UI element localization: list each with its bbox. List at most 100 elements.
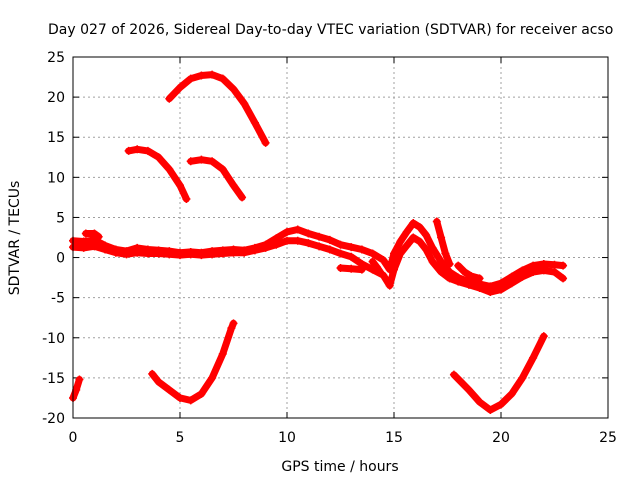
data-point (486, 405, 495, 414)
data-point (208, 157, 217, 166)
x-tick-label: 15 (385, 430, 403, 446)
data-point (396, 249, 405, 258)
data-point (497, 400, 505, 409)
data-point (325, 235, 334, 244)
data-point (445, 259, 454, 268)
data-point (143, 146, 152, 155)
data-point (409, 233, 418, 242)
y-tick-label: 0 (56, 251, 65, 267)
data-point (347, 264, 356, 273)
y-tick-label: -15 (42, 371, 65, 387)
data-point (122, 250, 131, 259)
data-point (437, 267, 446, 276)
series-arc-low-left (148, 319, 237, 404)
data-point (475, 274, 484, 283)
data-point (197, 251, 206, 260)
data-point (227, 324, 236, 333)
data-point (240, 248, 249, 257)
data-point (529, 353, 538, 362)
y-tick-label: 25 (47, 50, 65, 66)
data-point (176, 393, 184, 402)
data-point (90, 229, 99, 238)
data-point (432, 217, 441, 226)
data-point (75, 375, 84, 384)
data-point (229, 248, 238, 257)
data-point (539, 332, 548, 341)
data-point (347, 243, 356, 252)
data-point (437, 257, 446, 266)
data-point (165, 385, 174, 394)
data-point (518, 373, 527, 382)
data-point (72, 385, 81, 394)
data-point (133, 145, 142, 154)
data-point (357, 245, 366, 254)
data-point (182, 194, 191, 203)
data-point (133, 248, 142, 257)
data-point (218, 349, 227, 358)
y-tick-label: -20 (42, 411, 65, 427)
x-tick-label: 20 (492, 430, 510, 446)
data-point (454, 261, 463, 270)
data-point (293, 236, 302, 245)
data-point (165, 94, 174, 103)
data-point (240, 99, 249, 108)
y-tick-label: 5 (56, 210, 65, 226)
data-point (81, 229, 90, 238)
data-point (250, 118, 259, 127)
data-point (229, 319, 238, 328)
data-point (464, 385, 473, 394)
data-point (208, 70, 217, 79)
x-tick-label: 10 (278, 430, 296, 446)
data-point (559, 274, 568, 283)
data-point (154, 377, 163, 386)
data-point (186, 396, 195, 405)
data-point (148, 369, 157, 378)
series-fragment-c (433, 218, 454, 268)
data-point (197, 71, 206, 80)
data-point (368, 249, 377, 258)
data-point (441, 249, 450, 258)
data-series (69, 70, 568, 414)
data-point (229, 85, 238, 94)
data-point (422, 231, 431, 240)
data-point (497, 285, 505, 294)
data-point (402, 227, 411, 236)
series-arc-upper-mid (187, 156, 246, 201)
data-point (94, 232, 103, 241)
data-point (422, 245, 431, 254)
data-point (154, 249, 163, 258)
data-point (396, 237, 405, 246)
data-point (165, 250, 174, 259)
data-point (293, 225, 302, 234)
data-point (304, 239, 313, 248)
data-point (445, 274, 454, 283)
series-arc-low-right (450, 332, 548, 414)
data-point (272, 240, 281, 249)
data-point (208, 250, 217, 259)
data-point (518, 272, 527, 281)
data-point (261, 243, 270, 252)
data-point (550, 267, 559, 276)
series-fragment-d (454, 262, 484, 282)
y-tick-label: 10 (47, 170, 65, 186)
data-point (283, 227, 291, 236)
data-point (529, 267, 538, 276)
data-point (208, 373, 217, 382)
x-tick-label: 25 (599, 430, 617, 446)
data-point (454, 277, 463, 286)
data-point (336, 249, 345, 258)
y-tick-label: -5 (51, 291, 65, 307)
data-point (304, 229, 313, 238)
y-tick-label: 20 (47, 90, 65, 106)
data-point (460, 267, 469, 276)
data-point (186, 250, 195, 259)
data-point (559, 261, 568, 270)
data-point (154, 153, 163, 162)
series-arc-upper-top (165, 71, 270, 147)
data-point (347, 252, 356, 261)
data-point (415, 237, 424, 246)
data-point (475, 284, 484, 293)
data-point (336, 263, 345, 272)
data-point (197, 155, 206, 164)
